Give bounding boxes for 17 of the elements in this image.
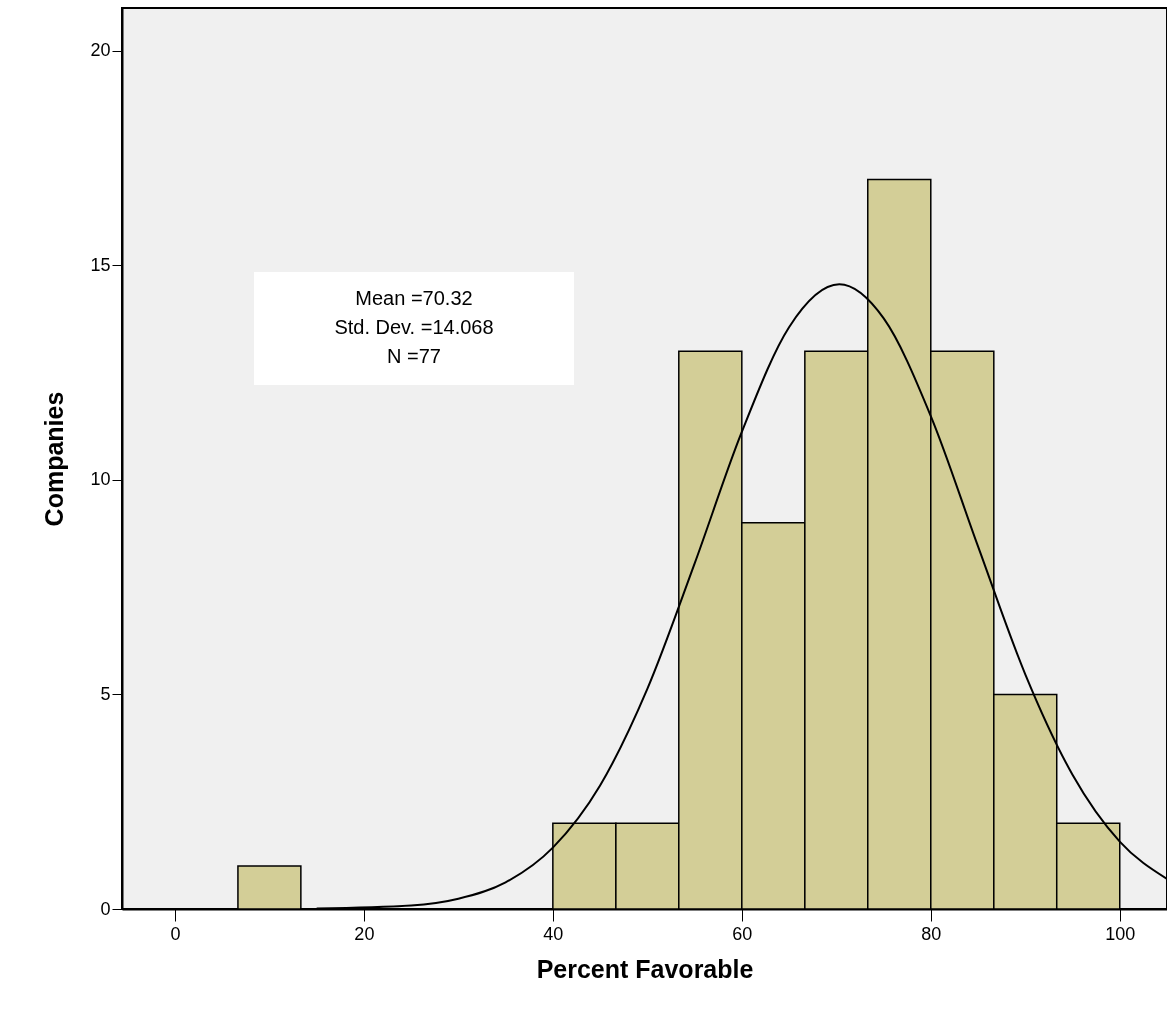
y-tick-label: 10	[90, 469, 111, 490]
x-tick-label: 100	[1105, 923, 1136, 944]
annotation: N =77	[386, 344, 442, 369]
x-tick-label: 80	[921, 923, 942, 944]
x-tick-label: 20	[354, 923, 375, 944]
x-tick-label: 60	[732, 923, 753, 944]
x-axis-title: Percent Favorable	[536, 954, 754, 983]
y-tick-label: 5	[100, 683, 111, 704]
x-tick-label: 40	[543, 923, 564, 944]
y-axis-title: Companies	[40, 391, 69, 527]
annotation: Std. Dev. =14.068	[333, 315, 495, 340]
y-tick-label: 15	[90, 254, 111, 275]
annotation: Mean =70.32	[354, 286, 474, 311]
y-tick-label: 0	[100, 898, 111, 919]
y-tick-label: 20	[90, 40, 111, 61]
x-tick-label: 0	[170, 923, 181, 944]
note-box: Mean =70.32 Std. Dev. =14.068 N =77	[254, 272, 574, 385]
